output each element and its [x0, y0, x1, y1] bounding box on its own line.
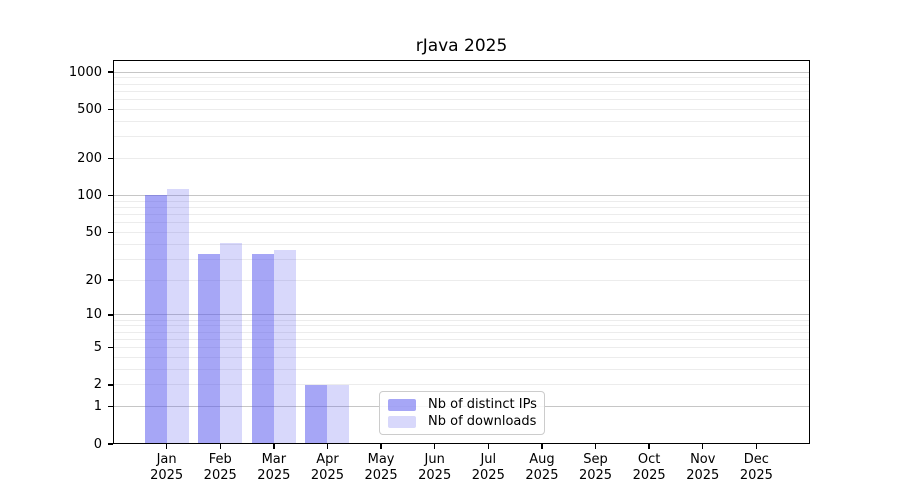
x-tick-mark: [433, 444, 436, 449]
minor-gridline: [113, 157, 810, 159]
legend: Nb of distinct IPs Nb of downloads: [379, 391, 545, 435]
y-tick-label: 2: [93, 377, 102, 393]
legend-item-distinct-ips: Nb of distinct IPs: [388, 397, 537, 412]
x-tick-mark: [648, 444, 650, 449]
x-tick-mark: [273, 444, 275, 449]
y-tick-mark: [108, 405, 113, 408]
minor-gridline: [113, 356, 810, 358]
major-gridline: [113, 71, 810, 73]
x-tick-mark: [487, 444, 489, 449]
x-tick-label: May 2025: [364, 452, 398, 483]
bar-downloads: [166, 188, 189, 444]
minor-gridline: [113, 279, 810, 281]
x-tick-label: Mar 2025: [257, 452, 291, 483]
x-tick-label: Feb 2025: [203, 452, 237, 483]
minor-gridline: [113, 331, 810, 333]
minor-gridline: [113, 258, 810, 260]
minor-gridline: [113, 120, 810, 122]
minor-gridline: [113, 200, 810, 202]
x-tick-mark: [755, 444, 758, 449]
x-tick-label: Dec 2025: [739, 452, 773, 483]
x-tick-label: Aug 2025: [525, 452, 559, 483]
x-tick-mark: [326, 444, 329, 449]
y-tick-mark: [108, 443, 113, 445]
bar-distinct-ips: [198, 254, 221, 444]
minor-gridline: [113, 325, 810, 327]
chart-title: rJava 2025: [415, 36, 508, 56]
y-tick-mark: [108, 231, 113, 233]
x-tick-mark: [219, 444, 221, 449]
bar-distinct-ips: [305, 384, 328, 444]
x-tick-mark: [702, 444, 704, 449]
y-tick-label: 1000: [68, 64, 102, 80]
minor-gridline: [113, 368, 810, 370]
y-tick-label: 0: [93, 436, 102, 452]
x-tick-label: Jul 2025: [471, 452, 505, 483]
minor-gridline: [113, 206, 810, 208]
legend-label-distinct-ips: Nb of distinct IPs: [428, 397, 537, 412]
y-tick-label: 50: [85, 224, 102, 240]
major-gridline: [113, 195, 810, 196]
x-tick-label: Jan 2025: [150, 452, 184, 483]
minor-gridline: [113, 136, 810, 138]
y-tick-label: 200: [77, 150, 102, 166]
bar-distinct-ips: [251, 254, 274, 444]
minor-gridline: [113, 347, 810, 349]
y-tick-mark: [108, 314, 113, 316]
minor-gridline: [113, 384, 810, 386]
legend-swatch-downloads: [388, 415, 416, 428]
y-tick-mark: [108, 279, 113, 281]
y-tick-label: 20: [85, 272, 102, 288]
bar-downloads: [327, 384, 350, 444]
minor-gridline: [113, 108, 810, 110]
x-tick-label: Oct 2025: [632, 452, 666, 483]
y-tick-label: 1: [93, 399, 102, 415]
minor-gridline: [113, 231, 810, 233]
minor-gridline: [113, 77, 810, 79]
legend-item-downloads: Nb of downloads: [388, 414, 536, 429]
x-tick-label: Jun 2025: [418, 452, 452, 483]
y-tick-mark: [108, 194, 113, 197]
y-tick-label: 500: [77, 101, 102, 117]
x-tick-mark: [165, 444, 168, 449]
y-tick-label: 100: [77, 188, 102, 203]
bar-downloads: [220, 242, 243, 444]
y-tick-label: 5: [93, 340, 102, 356]
major-gridline: [113, 314, 810, 316]
x-tick-mark: [380, 444, 382, 449]
minor-gridline: [113, 90, 810, 92]
legend-swatch-distinct-ips: [388, 398, 416, 411]
x-tick-mark: [541, 444, 543, 449]
y-tick-mark: [108, 71, 113, 73]
minor-gridline: [113, 98, 810, 100]
x-tick-mark: [594, 444, 597, 449]
y-tick-mark: [108, 157, 113, 160]
minor-gridline: [113, 319, 810, 321]
x-tick-label: Nov 2025: [686, 452, 720, 483]
minor-gridline: [113, 338, 810, 340]
y-tick-mark: [108, 346, 113, 349]
bar-downloads: [273, 249, 296, 444]
minor-gridline: [113, 213, 810, 215]
y-tick-label: 10: [85, 307, 102, 323]
x-tick-label: Apr 2025: [310, 452, 344, 483]
legend-label-downloads: Nb of downloads: [428, 414, 537, 429]
minor-gridline: [113, 222, 810, 224]
minor-gridline: [113, 83, 810, 85]
bar-distinct-ips: [144, 194, 167, 444]
y-tick-mark: [108, 108, 113, 110]
y-tick-mark: [108, 384, 113, 386]
minor-gridline: [113, 243, 810, 245]
x-tick-label: Sep 2025: [578, 452, 613, 483]
